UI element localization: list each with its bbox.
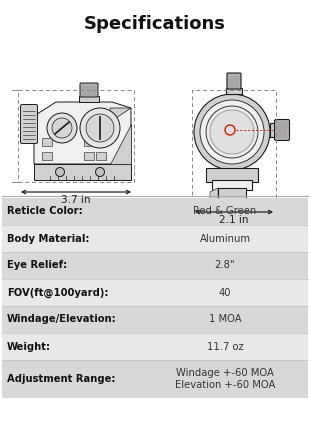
- Text: 2.8": 2.8": [215, 261, 235, 270]
- Text: Adjustment Range:: Adjustment Range:: [7, 374, 116, 384]
- Bar: [2, 360, 308, 397]
- FancyBboxPatch shape: [227, 73, 241, 89]
- Text: Red & Green: Red & Green: [193, 206, 257, 216]
- Bar: [79, 96, 99, 102]
- Bar: [2, 252, 308, 279]
- Bar: [2, 225, 308, 252]
- Bar: [192, 90, 276, 202]
- Text: Windage +-60 MOA: Windage +-60 MOA: [176, 369, 274, 378]
- Text: Elevation +-60 MOA: Elevation +-60 MOA: [175, 381, 275, 390]
- Circle shape: [47, 113, 77, 143]
- Circle shape: [200, 100, 264, 164]
- Text: 3.7 in: 3.7 in: [61, 195, 91, 205]
- FancyBboxPatch shape: [218, 188, 246, 200]
- Circle shape: [55, 168, 64, 176]
- Polygon shape: [34, 102, 131, 164]
- Polygon shape: [110, 124, 131, 164]
- FancyBboxPatch shape: [20, 104, 38, 144]
- Text: 2.1 in: 2.1 in: [219, 215, 249, 225]
- Bar: [84, 152, 94, 160]
- Circle shape: [86, 114, 114, 142]
- Bar: [270, 123, 276, 137]
- FancyBboxPatch shape: [34, 164, 131, 180]
- Bar: [84, 138, 94, 146]
- Bar: [42, 152, 52, 160]
- Text: Reticle Color:: Reticle Color:: [7, 206, 83, 216]
- Circle shape: [210, 110, 254, 154]
- Bar: [2, 198, 308, 225]
- Text: Aluminum: Aluminum: [200, 233, 250, 243]
- Text: 40: 40: [219, 288, 231, 298]
- Text: 1 MOA: 1 MOA: [209, 314, 241, 325]
- FancyBboxPatch shape: [206, 168, 258, 182]
- Circle shape: [80, 108, 120, 148]
- Bar: [96, 152, 106, 160]
- Bar: [2, 279, 308, 306]
- Circle shape: [52, 118, 72, 138]
- Bar: [226, 88, 242, 94]
- Text: Windage/Elevation:: Windage/Elevation:: [7, 314, 117, 325]
- Bar: [2, 306, 308, 333]
- Polygon shape: [110, 108, 131, 122]
- FancyBboxPatch shape: [274, 120, 290, 141]
- Text: Eye Relief:: Eye Relief:: [7, 261, 67, 270]
- Text: Weight:: Weight:: [7, 341, 51, 351]
- Text: FOV(ft@100yard):: FOV(ft@100yard):: [7, 287, 108, 298]
- FancyBboxPatch shape: [212, 180, 252, 190]
- Bar: [2, 333, 308, 360]
- Circle shape: [95, 168, 104, 176]
- Bar: [18, 90, 134, 182]
- Circle shape: [206, 106, 258, 158]
- Text: Specifications: Specifications: [84, 15, 226, 33]
- Text: Body Material:: Body Material:: [7, 233, 90, 243]
- Polygon shape: [210, 188, 218, 202]
- Bar: [42, 138, 52, 146]
- Circle shape: [194, 94, 270, 170]
- FancyBboxPatch shape: [80, 83, 98, 97]
- Text: 11.7 oz: 11.7 oz: [207, 341, 243, 351]
